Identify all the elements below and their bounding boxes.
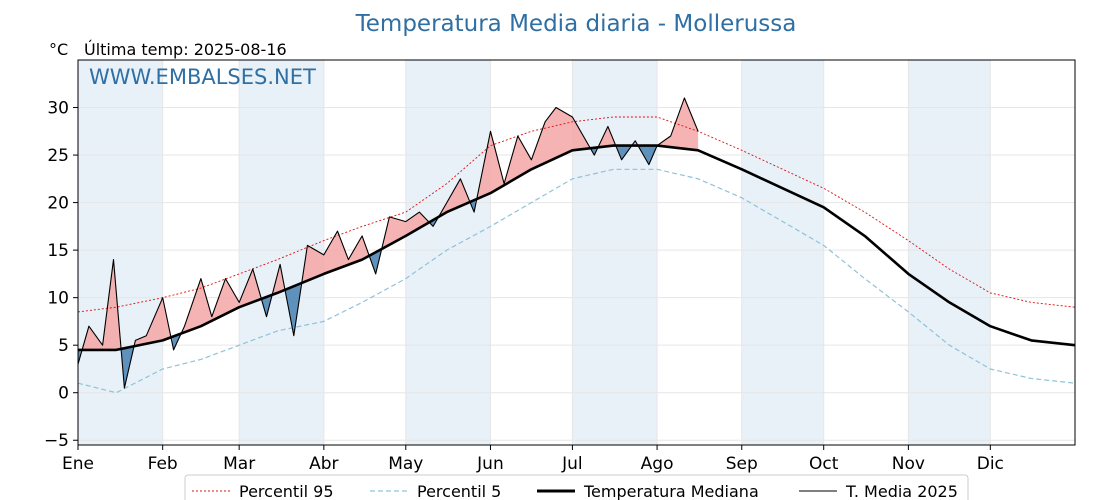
x-tick-label-ago: Ago [641,454,674,474]
x-tick-label-sep: Sep [726,454,758,474]
legend-year-label: T. Media 2025 [845,482,958,500]
grid-lines [77,60,1075,445]
series-lines [77,97,1076,394]
median-line [78,144,1076,352]
p95-line [77,116,1076,313]
x-axis: Ene Feb Mar Abr May Jun Jul Ago Sep Oct Nov Dic [62,445,1004,474]
x-tick-label-jun: Jun [476,454,504,474]
year-2025-line [77,97,699,389]
x-tick-label-mar: Mar [223,454,255,474]
above-median-area [302,231,369,283]
y-axis: −5 0 5 10 15 20 25 30 [44,99,78,451]
month-band-nov [908,60,991,445]
x-tick-label-dic: Dic [977,454,1004,474]
month-band-may [405,60,491,445]
y-tick-label: 20 [47,194,69,214]
below-median-area [591,147,597,156]
y-tick-label: 30 [47,99,69,119]
x-tick-label-ene: Ene [62,454,94,474]
y-tick-label: 0 [58,384,69,404]
above-median-area [598,126,615,148]
last-temp-label: Última temp: 2025-08-16 [84,40,287,59]
y-tick-label: 25 [47,146,69,166]
unit-label: °C [49,40,68,59]
legend-p95-label: Percentil 95 [239,482,334,500]
legend: Percentil 95 Percentil 5 Temperatura Med… [184,474,969,500]
legend-median-label: Temperatura Mediana [583,482,759,500]
y-tick-label: −5 [44,431,69,451]
above-median-area [657,98,699,151]
month-band-jul [572,60,658,445]
x-tick-label-oct: Oct [809,454,839,474]
watermark: WWW.EMBALSES.NET [89,65,316,89]
legend-box [184,474,969,500]
chart-title: Temperatura Media diaria - Mollerussa [355,11,797,37]
below-median-area [172,333,181,350]
legend-p5-label: Percentil 5 [417,482,501,500]
above-median-area [476,107,591,199]
y-tick-label: 15 [47,241,69,261]
y-tick-label: 5 [58,336,69,356]
y-tick-label: 10 [47,289,69,309]
month-band-sep [741,60,824,445]
above-median-area [438,178,469,217]
x-tick-label-feb: Feb [148,454,178,474]
above-median-area [135,297,171,346]
x-tick-label-jul: Jul [561,454,583,474]
above-median-area [382,212,429,249]
below-median-area [121,346,134,388]
x-tick-label-nov: Nov [892,454,925,474]
below-median-area [616,145,632,160]
x-tick-label-abr: Abr [309,454,338,474]
p5-line [77,168,1076,394]
month-bands [78,60,991,445]
below-median-area [639,145,656,165]
below-median-area [370,249,382,274]
above-median-area [181,269,261,334]
x-tick-label-may: May [388,454,423,474]
month-band-ene [78,60,163,445]
below-median-area [285,283,301,336]
plot-frame [77,59,1076,446]
below-median-area [262,294,272,317]
